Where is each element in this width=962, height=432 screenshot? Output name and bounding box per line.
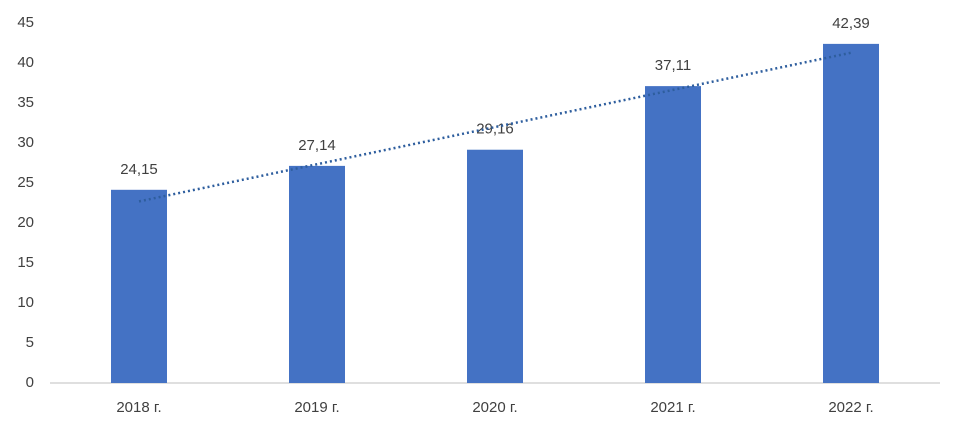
y-tick-label: 20 <box>17 214 34 231</box>
trendline <box>138 51 852 203</box>
y-tick-label: 0 <box>26 374 34 391</box>
x-tick-label: 2022 г. <box>828 399 873 416</box>
x-tick-label: 2019 г. <box>294 399 339 416</box>
y-tick-label: 15 <box>17 254 34 271</box>
data-label: 27,14 <box>298 137 336 154</box>
data-label: 24,15 <box>120 161 158 178</box>
x-tick-label: 2018 г. <box>116 399 161 416</box>
y-tick-label: 45 <box>17 14 34 31</box>
bar <box>823 43 879 383</box>
y-tick-label: 30 <box>17 134 34 151</box>
x-tick-label: 2021 г. <box>650 399 695 416</box>
bar <box>645 86 701 384</box>
bar <box>111 189 167 383</box>
data-label: 29,16 <box>476 121 514 138</box>
bar <box>289 165 345 383</box>
y-tick-label: 40 <box>17 54 34 71</box>
y-tick-label: 25 <box>17 174 34 191</box>
x-tick-label: 2020 г. <box>472 399 517 416</box>
y-tick-label: 5 <box>26 334 34 351</box>
bar <box>467 149 523 383</box>
data-label: 37,11 <box>655 57 691 74</box>
y-tick-label: 35 <box>17 94 34 111</box>
data-label: 42,39 <box>832 15 870 32</box>
y-tick-label: 10 <box>17 294 34 311</box>
